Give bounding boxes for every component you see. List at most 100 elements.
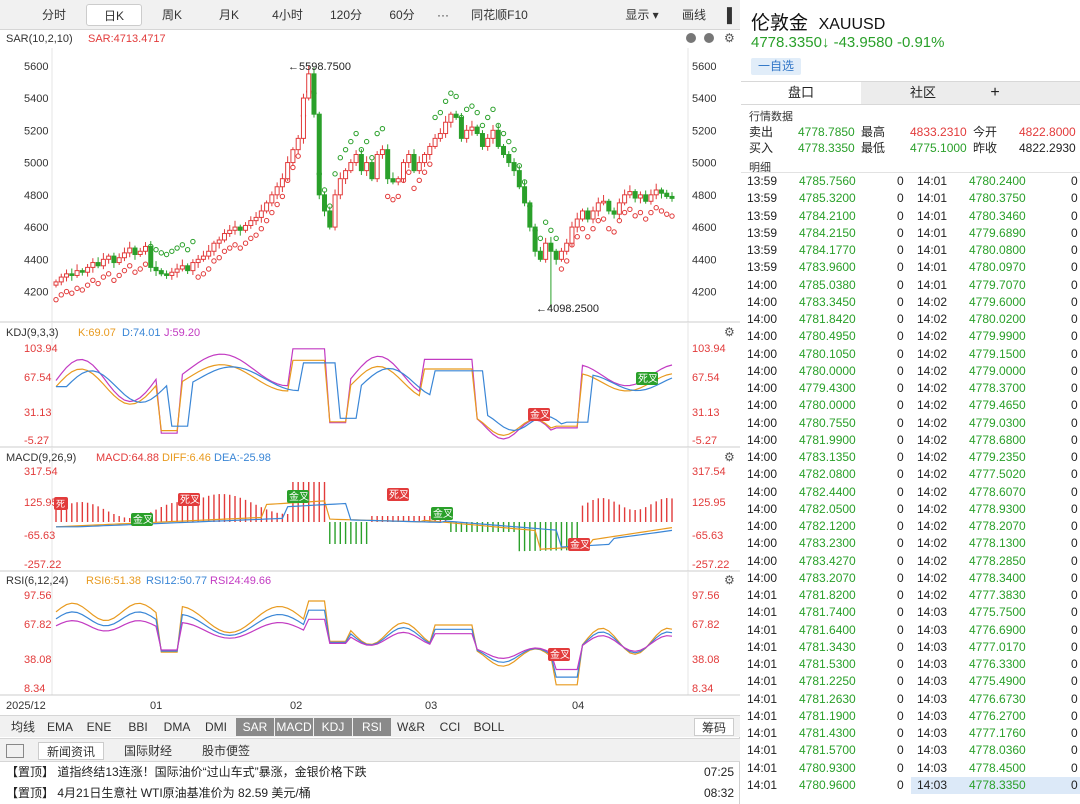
trade-cell: 4781.2630	[799, 691, 856, 706]
trade-cell: 0	[897, 346, 904, 361]
indicator-macd-button[interactable]: MACD	[275, 718, 313, 736]
sidebar-toggle-icon[interactable]: ▐	[722, 7, 732, 23]
settings-gear-icon[interactable]: ⚙	[724, 573, 735, 587]
more-periods-button[interactable]: ···	[437, 8, 449, 22]
candle-body	[669, 195, 675, 199]
trade-cell: 14:00	[747, 381, 778, 395]
trade-cell: 0	[1071, 536, 1078, 551]
add-watchlist-button[interactable]: 一自选	[751, 58, 801, 75]
indicator-rsi-button[interactable]: RSI	[353, 718, 391, 736]
chips-button[interactable]: 筹码	[694, 718, 734, 736]
trade-cell: 14:02	[917, 415, 948, 430]
news-item[interactable]: 【置顶】 4月21日生意社 WTI原油基准价为 82.59 美元/桶 08:32	[0, 783, 740, 804]
indicator-kdj-button[interactable]: KDJ	[314, 718, 352, 736]
trade-cell: 0	[897, 519, 904, 533]
news-headline[interactable]: 【置顶】 4月21日生意社 WTI原油基准价为 82.59 美元/桶	[6, 786, 311, 800]
macd-golden-cross-tag: 金叉	[131, 513, 153, 526]
f10-button[interactable]: 同花顺F10	[471, 8, 528, 22]
indicator-tick: 67.54	[692, 372, 720, 384]
zoom-in-icon[interactable]	[686, 33, 696, 43]
macd-death-cross-tag: 死叉	[387, 488, 409, 501]
period-tab[interactable]: 月K	[218, 8, 239, 22]
trade-cell: 14:01	[917, 277, 948, 292]
indicator-dma-button[interactable]: DMA	[163, 720, 191, 734]
open-value: 4822.8000	[1019, 125, 1076, 139]
indicator-dmi-button[interactable]: DMI	[205, 720, 227, 734]
trade-cell: 14:02	[917, 398, 948, 413]
period-tab[interactable]: 分时	[41, 8, 66, 22]
trade-cell: 14:01	[747, 605, 778, 620]
trade-row: 14:01 4781.8200 0 14:02 4777.3830 0	[741, 587, 1080, 604]
tab-orderbook[interactable]: 盘口	[741, 82, 861, 104]
indicator-sar-button[interactable]: SAR	[236, 718, 274, 736]
x-axis: 2025/12 01 02 03 04	[6, 700, 584, 712]
draw-tool-button[interactable]: 画线	[681, 8, 706, 22]
trade-cell: 4779.4300	[799, 381, 856, 395]
trade-row: 14:01 4781.5300 0 14:03 4776.3300 0	[741, 656, 1080, 673]
trade-cell: 0	[897, 605, 904, 620]
settings-gear-icon[interactable]: ⚙	[724, 31, 735, 45]
trade-cell: 0	[1071, 708, 1078, 723]
minimize-icon[interactable]	[6, 744, 24, 758]
settings-gear-icon[interactable]: ⚙	[724, 325, 735, 339]
trade-cell: 14:02	[917, 363, 948, 378]
trade-cell: 4783.4270	[799, 553, 856, 568]
chart-panel: 分时 日K 周K 月K 4小时 120分 60分 ··· 同花顺F10 显示 ▾…	[0, 0, 740, 804]
candle-body	[237, 226, 243, 231]
zoom-out-icon[interactable]	[704, 33, 714, 43]
news-item[interactable]: 【置顶】 道指终结13连涨！国际油价“过山车式”暴涨，金银价格下跌 07:25	[0, 762, 740, 783]
sar-dot	[90, 277, 96, 284]
x-tick: 01	[150, 700, 162, 712]
tab-stock-notes[interactable]: 股市便签	[201, 744, 250, 758]
sar-dot	[69, 290, 75, 296]
indicator-bbi-button[interactable]: BBI	[128, 720, 148, 734]
indicator-tick: 67.82	[692, 619, 720, 631]
period-tab[interactable]: 60分	[389, 8, 415, 22]
tab-news[interactable]: 新闻资讯	[38, 742, 104, 760]
sar-dot	[363, 138, 370, 145]
trade-row: 14:01 4781.2250 0 14:03 4775.4900 0	[741, 673, 1080, 690]
trade-cell: 0	[897, 294, 904, 309]
trade-cell: 0	[1071, 174, 1078, 188]
indicator-tick: 8.34	[24, 683, 45, 695]
sar-dot	[53, 296, 59, 303]
candle-body	[243, 224, 249, 231]
tab-community[interactable]: 社区	[909, 85, 936, 100]
trade-row: 14:00 4782.0800 0 14:02 4777.5020 0	[741, 466, 1080, 483]
trade-cell: 4781.7400	[799, 605, 856, 620]
x-tick: 2025/12	[6, 700, 46, 712]
display-menu[interactable]: 显示 ▾	[625, 8, 659, 22]
period-tab[interactable]: 日K	[86, 4, 142, 26]
period-tab[interactable]: 4小时	[272, 8, 303, 22]
trade-cell: 4779.2350	[969, 450, 1026, 464]
sar-dot	[369, 155, 375, 161]
indicator-ene-button[interactable]: ENE	[86, 720, 112, 734]
candle-body	[590, 210, 596, 220]
trade-cell: 0	[897, 760, 904, 775]
trade-cell: 14:02	[917, 519, 948, 533]
indicator-boll-button[interactable]: BOLL	[473, 720, 505, 734]
trade-row: 14:00 4782.4400 0 14:02 4778.6070 0	[741, 484, 1080, 501]
add-tab-button[interactable]: +	[990, 84, 1000, 101]
period-tab[interactable]: 周K	[161, 8, 182, 22]
period-tab[interactable]: 120分	[329, 8, 363, 22]
tab-intl-finance[interactable]: 国际财经	[123, 744, 172, 758]
indicator-ema-button[interactable]: EMA	[46, 720, 73, 734]
sar-dot	[511, 146, 517, 153]
trade-cell: 0	[1071, 260, 1078, 275]
trade-cell: 0	[897, 381, 904, 395]
candle-body	[585, 210, 591, 220]
indicator--button[interactable]: 均线	[10, 720, 35, 734]
kline-chart[interactable]: SAR(10,2,10) SAR:4713.4717 ⚙ 5600 5600 540…	[0, 30, 740, 715]
trade-cell: 0	[1071, 501, 1078, 516]
high-annotation: ←5598.7500	[288, 61, 351, 73]
news-headline[interactable]: 【置顶】 道指终结13连涨！国际油价“过山车式”暴涨，金银价格下跌	[6, 765, 367, 779]
indicator-cci-button[interactable]: CCI	[439, 720, 461, 734]
indicator-wr-button[interactable]: W&R	[397, 720, 425, 734]
bid-label: 买入	[749, 141, 774, 155]
trade-cell: 14:01	[747, 639, 778, 654]
trade-cell: 14:01	[747, 588, 778, 602]
sar-dot	[600, 216, 607, 222]
settings-gear-icon[interactable]: ⚙	[724, 450, 735, 464]
candle-body	[116, 257, 122, 264]
